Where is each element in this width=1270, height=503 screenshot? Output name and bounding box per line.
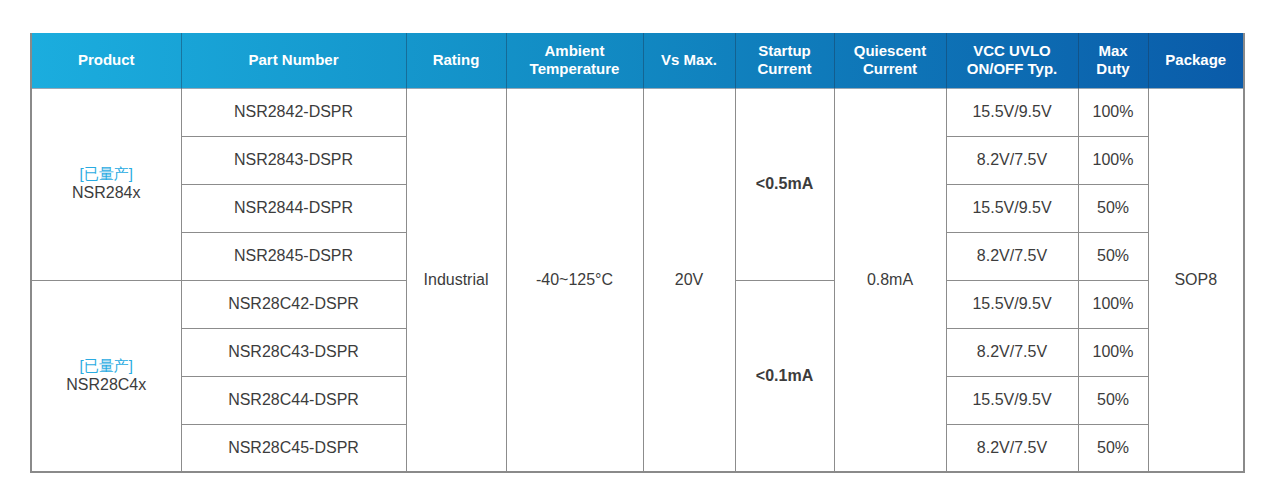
max-duty-cell: 50% (1078, 232, 1148, 280)
vcc-uvlo-cell: 8.2V/7.5V (946, 136, 1078, 184)
vcc-uvlo-cell: 15.5V/9.5V (946, 280, 1078, 328)
vcc-uvlo-cell: 15.5V/9.5V (946, 184, 1078, 232)
max-duty-cell: 50% (1078, 424, 1148, 472)
col-header-vcc-uvlo: VCC UVLO ON/OFF Typ. (946, 33, 1078, 88)
rating-cell: Industrial (406, 88, 506, 472)
col-header-quiescent-current: Quiescent Current (834, 33, 946, 88)
max-duty-cell: 100% (1078, 328, 1148, 376)
vcc-uvlo-cell: 15.5V/9.5V (946, 376, 1078, 424)
production-status-badge: [已量产] (32, 356, 181, 376)
production-status-badge: [已量产] (32, 164, 181, 184)
max-duty-cell: 100% (1078, 280, 1148, 328)
vcc-uvlo-cell: 8.2V/7.5V (946, 328, 1078, 376)
part-number-cell: NSR28C45-DSPR (181, 424, 406, 472)
col-header-startup-current: Startup Current (735, 33, 834, 88)
product-group-cell: [已量产] NSR284x (31, 88, 181, 280)
product-family-name: NSR284x (32, 183, 181, 204)
part-number-cell: NSR2845-DSPR (181, 232, 406, 280)
product-selection-table: Product Part Number Rating Ambient Tempe… (30, 33, 1245, 473)
part-number-cell: NSR28C43-DSPR (181, 328, 406, 376)
package-cell: SOP8 (1148, 88, 1244, 472)
part-number-cell: NSR2843-DSPR (181, 136, 406, 184)
col-header-ambient-temperature: Ambient Temperature (506, 33, 643, 88)
vcc-uvlo-cell: 8.2V/7.5V (946, 424, 1078, 472)
startup-current-cell: <0.5mA (735, 88, 834, 280)
col-header-package: Package (1148, 33, 1244, 88)
col-header-rating: Rating (406, 33, 506, 88)
header-row: Product Part Number Rating Ambient Tempe… (31, 33, 1244, 88)
part-number-cell: NSR28C44-DSPR (181, 376, 406, 424)
vs-max-cell: 20V (643, 88, 735, 472)
max-duty-cell: 100% (1078, 136, 1148, 184)
product-group-cell: [已量产] NSR28C4x (31, 280, 181, 472)
col-header-max-duty: Max Duty (1078, 33, 1148, 88)
vcc-uvlo-cell: 8.2V/7.5V (946, 232, 1078, 280)
max-duty-cell: 50% (1078, 376, 1148, 424)
ambient-temperature-cell: -40~125°C (506, 88, 643, 472)
col-header-vs-max: Vs Max. (643, 33, 735, 88)
product-family-name: NSR28C4x (32, 375, 181, 396)
table-header: Product Part Number Rating Ambient Tempe… (31, 33, 1244, 88)
quiescent-current-cell: 0.8mA (834, 88, 946, 472)
part-number-cell: NSR28C42-DSPR (181, 280, 406, 328)
startup-current-cell: <0.1mA (735, 280, 834, 472)
col-header-part-number: Part Number (181, 33, 406, 88)
col-header-product: Product (31, 33, 181, 88)
max-duty-cell: 50% (1078, 184, 1148, 232)
table-row: [已量产] NSR284x NSR2842-DSPR Industrial -4… (31, 88, 1244, 136)
table-body: [已量产] NSR284x NSR2842-DSPR Industrial -4… (31, 88, 1244, 472)
max-duty-cell: 100% (1078, 88, 1148, 136)
vcc-uvlo-cell: 15.5V/9.5V (946, 88, 1078, 136)
part-number-cell: NSR2842-DSPR (181, 88, 406, 136)
part-number-cell: NSR2844-DSPR (181, 184, 406, 232)
